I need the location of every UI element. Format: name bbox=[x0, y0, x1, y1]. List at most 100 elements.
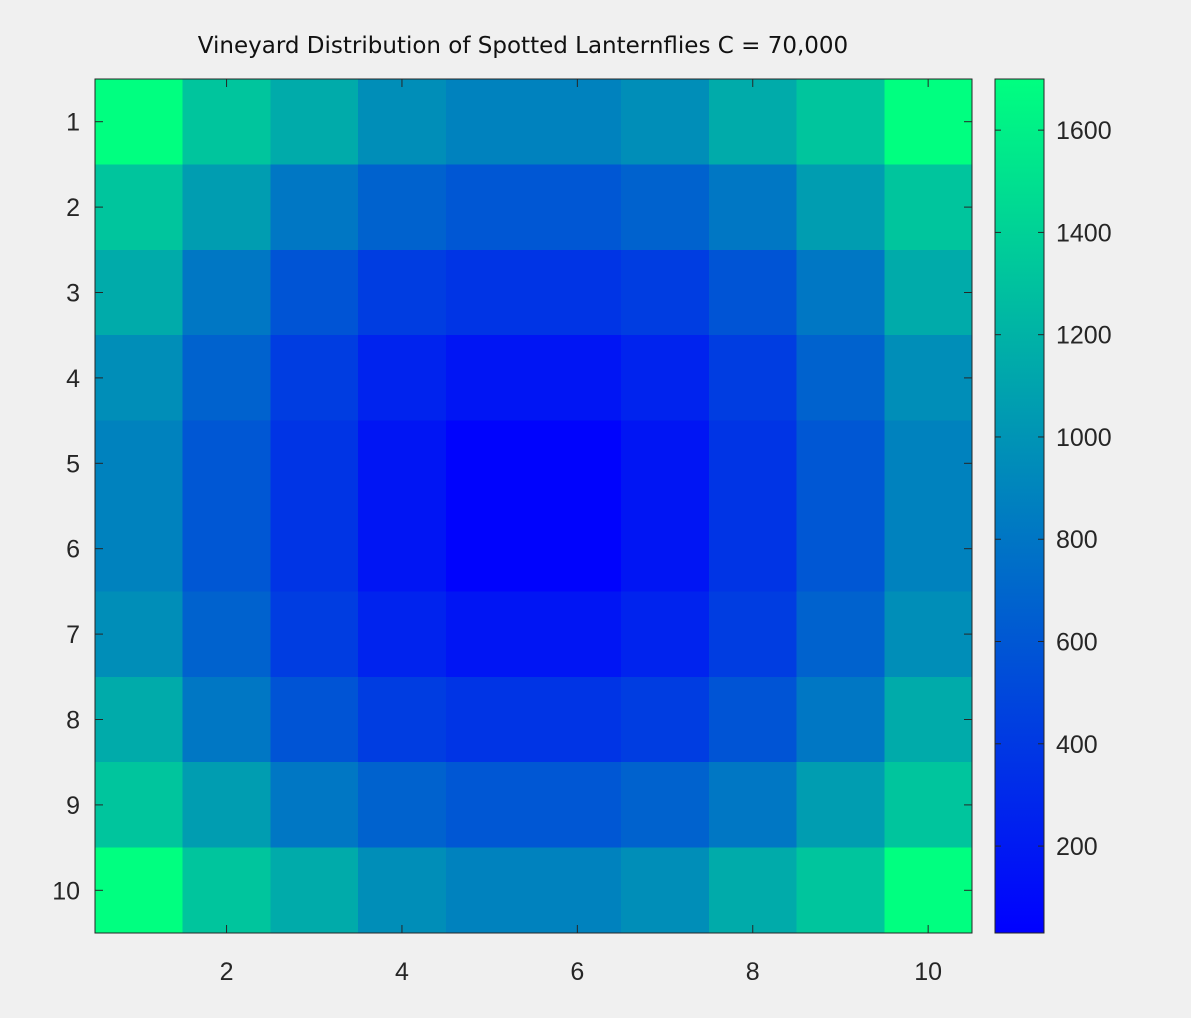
heatmap-cell bbox=[95, 506, 184, 592]
heatmap-cell bbox=[884, 335, 973, 422]
heatmap-cell bbox=[270, 847, 359, 934]
heatmap-cell bbox=[445, 591, 534, 678]
heatmap-cell bbox=[533, 762, 622, 849]
y-tick-label: 5 bbox=[66, 450, 80, 478]
heatmap-cell bbox=[445, 249, 534, 336]
heatmap-cell bbox=[445, 762, 534, 849]
heatmap-cell bbox=[358, 335, 447, 422]
heatmap-cell bbox=[533, 591, 622, 678]
colorbar-tick-label: 1600 bbox=[1056, 117, 1112, 145]
heatmap-cell bbox=[533, 335, 622, 422]
colorbar-tick-label: 200 bbox=[1056, 833, 1098, 861]
heatmap-cell bbox=[95, 335, 184, 422]
heatmap-cell bbox=[182, 249, 271, 336]
heatmap-cell bbox=[796, 676, 885, 763]
heatmap-cell bbox=[270, 164, 359, 251]
y-tick-label: 7 bbox=[66, 621, 80, 649]
heatmap-cell bbox=[270, 420, 359, 507]
colorbar-tick-label: 1200 bbox=[1056, 322, 1112, 350]
heatmap-cell bbox=[533, 79, 622, 165]
heatmap-cell bbox=[358, 762, 447, 849]
heatmap-cell bbox=[270, 335, 359, 422]
x-tick-label: 6 bbox=[570, 958, 584, 986]
x-tick-label: 4 bbox=[395, 958, 409, 986]
colorbar-tick-label: 1000 bbox=[1056, 424, 1112, 452]
heatmap-cell bbox=[621, 506, 710, 592]
colorbar-tick-label: 600 bbox=[1056, 629, 1098, 657]
heatmap-cell bbox=[533, 847, 622, 934]
colorbar-tick-label: 800 bbox=[1056, 526, 1098, 554]
heatmap-cell bbox=[621, 676, 710, 763]
colorbar-tick-label: 1400 bbox=[1056, 219, 1112, 247]
plot-frame bbox=[94, 78, 973, 934]
x-axis: 2 4 6 8 10 bbox=[220, 79, 942, 986]
heatmap-cell bbox=[270, 506, 359, 592]
heatmap-cell bbox=[182, 506, 271, 592]
heatmap-cell bbox=[796, 249, 885, 336]
chart-title: Vineyard Distribution of Spotted Lantern… bbox=[198, 33, 848, 59]
heatmap-cell bbox=[270, 79, 359, 165]
colorbar-tick-label: 400 bbox=[1056, 731, 1098, 759]
heatmap-cell bbox=[533, 506, 622, 592]
y-tick-label: 9 bbox=[66, 792, 80, 820]
heatmap-cell bbox=[358, 591, 447, 678]
heatmap-cell bbox=[708, 762, 798, 849]
heatmap-cell bbox=[358, 164, 447, 251]
heatmap-cell bbox=[796, 506, 885, 592]
heatmap-cell bbox=[708, 420, 798, 507]
y-tick-label: 1 bbox=[66, 109, 80, 137]
heatmap-cell bbox=[533, 164, 622, 251]
y-tick-label: 10 bbox=[52, 877, 80, 905]
y-axis: 1 2 3 4 5 6 7 8 9 10 bbox=[52, 109, 972, 905]
heatmap-cell bbox=[533, 676, 622, 763]
heatmap-cell bbox=[182, 335, 271, 422]
heatmap-cell bbox=[884, 676, 973, 763]
heatmap-cell bbox=[621, 420, 710, 507]
heatmap-cell bbox=[708, 335, 798, 422]
heatmap-cell bbox=[182, 762, 271, 849]
colorbar: 200 400 600 800 1000 1200 1400 1600 bbox=[994, 78, 1112, 934]
x-tick-label: 10 bbox=[914, 958, 942, 986]
heatmap-cell bbox=[95, 762, 184, 849]
heatmap-cell bbox=[708, 591, 798, 678]
heatmap-cell bbox=[884, 79, 973, 165]
heatmap-cell bbox=[884, 164, 973, 251]
heatmap-cell bbox=[708, 79, 798, 165]
heatmap-cell bbox=[182, 676, 271, 763]
y-tick-label: 8 bbox=[66, 707, 80, 735]
heatmap-cell bbox=[884, 762, 973, 849]
x-tick-label: 2 bbox=[220, 958, 234, 986]
heatmap-cell bbox=[95, 420, 184, 507]
heatmap-cell bbox=[358, 847, 447, 934]
y-tick-label: 3 bbox=[66, 280, 80, 308]
heatmap-cell bbox=[621, 591, 710, 678]
heatmap-cell bbox=[445, 164, 534, 251]
heatmap-cell bbox=[796, 762, 885, 849]
heatmap-cell bbox=[445, 676, 534, 763]
heatmap-cell bbox=[270, 676, 359, 763]
heatmap-cells bbox=[95, 79, 973, 934]
heatmap-cell bbox=[95, 676, 184, 763]
heatmap-cell bbox=[708, 676, 798, 763]
heatmap-cell bbox=[884, 591, 973, 678]
heatmap-cell bbox=[358, 506, 447, 592]
y-tick-label: 6 bbox=[66, 536, 80, 564]
x-tick-label: 8 bbox=[746, 958, 760, 986]
heatmap-cell bbox=[445, 335, 534, 422]
heatmap-cell bbox=[270, 762, 359, 849]
heatmap-cell bbox=[445, 79, 534, 165]
heatmap-cell bbox=[182, 847, 271, 934]
heatmap-cell bbox=[445, 506, 534, 592]
heatmap-cell bbox=[708, 164, 798, 251]
heatmap-cell bbox=[796, 847, 885, 934]
heatmap-cell bbox=[708, 506, 798, 592]
heatmap-cell bbox=[182, 79, 271, 165]
heatmap-cell bbox=[621, 762, 710, 849]
heatmap-cell bbox=[708, 249, 798, 336]
heatmap-cell bbox=[621, 335, 710, 422]
heatmap-cell bbox=[621, 79, 710, 165]
heatmap-cell bbox=[796, 420, 885, 507]
heatmap-cell bbox=[708, 847, 798, 934]
